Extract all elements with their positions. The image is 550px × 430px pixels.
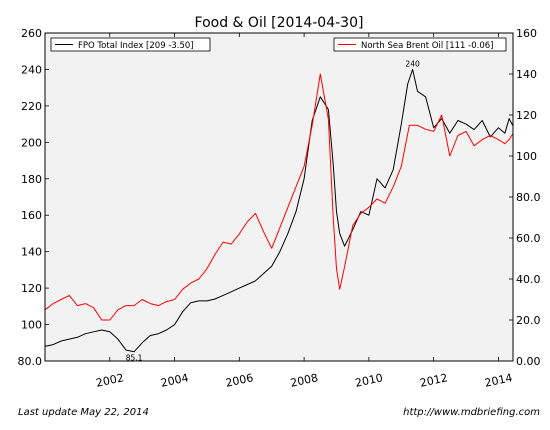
legend-left: FPO Total Index [209 -3.50] xyxy=(50,37,211,52)
peak-label: 240 xyxy=(405,59,420,68)
series-line-brent-oil xyxy=(44,73,514,321)
series-layer xyxy=(44,68,514,353)
x-tick-label: 2008 xyxy=(289,371,319,390)
y-right-tick-label: 0.00 xyxy=(516,355,541,368)
y-left-tick-label: 100 xyxy=(21,319,42,332)
axis-layer: 80.0 100 120 140 160 180 200 220 240 260 0.00 20.0 4… xyxy=(18,27,541,390)
trough-label: 85.1 xyxy=(126,354,143,363)
y-right-tick-label: 40.0 xyxy=(516,273,541,286)
plot-area xyxy=(45,33,513,361)
y-right-tick-label: 160 xyxy=(516,27,537,40)
x-tick-label: 2006 xyxy=(224,371,254,390)
footer-source-url: http://www.mdbriefing.com xyxy=(403,407,540,418)
y-left-tick-label: 180 xyxy=(21,173,42,186)
y-right-tick-label: 20.0 xyxy=(516,314,541,327)
y-right-tick-label: 140 xyxy=(516,68,537,81)
y-left-tick-label: 160 xyxy=(21,209,42,222)
y-left-tick-label: 120 xyxy=(21,282,42,295)
y-left-tick-label: 240 xyxy=(21,63,42,76)
x-tick-label: 2012 xyxy=(419,371,449,390)
y-left-tick-label: 80.0 xyxy=(18,355,43,368)
y-right-tick-label: 120 xyxy=(516,109,537,122)
footer-last-update: Last update May 22, 2014 xyxy=(18,407,149,418)
y-right-tick-label: 80.0 xyxy=(516,191,541,204)
y-left-tick-label: 140 xyxy=(21,246,42,259)
x-tick-label: 2014 xyxy=(483,371,513,390)
x-tick-label: 2010 xyxy=(354,371,384,390)
legend-right-label: North Sea Brent Oil [111 -0.06] xyxy=(361,41,493,51)
x-tick-label: 2002 xyxy=(95,371,125,390)
chart-title: Food & Oil [2014-04-30] xyxy=(195,15,364,31)
legend-right: North Sea Brent Oil [111 -0.06] xyxy=(333,37,507,52)
y-left-tick-label: 220 xyxy=(21,100,42,113)
legend-left-label: FPO Total Index [209 -3.50] xyxy=(78,41,194,51)
series-line-fpo-index xyxy=(44,68,514,353)
y-right-tick-label: 100 xyxy=(516,150,537,163)
annotation-layer: 240 85.1 xyxy=(126,59,420,362)
y-right-tick-label: 60.0 xyxy=(516,232,541,245)
x-tick-label: 2004 xyxy=(160,371,190,390)
y-left-tick-label: 260 xyxy=(21,27,42,40)
y-left-tick-label: 200 xyxy=(21,136,42,149)
